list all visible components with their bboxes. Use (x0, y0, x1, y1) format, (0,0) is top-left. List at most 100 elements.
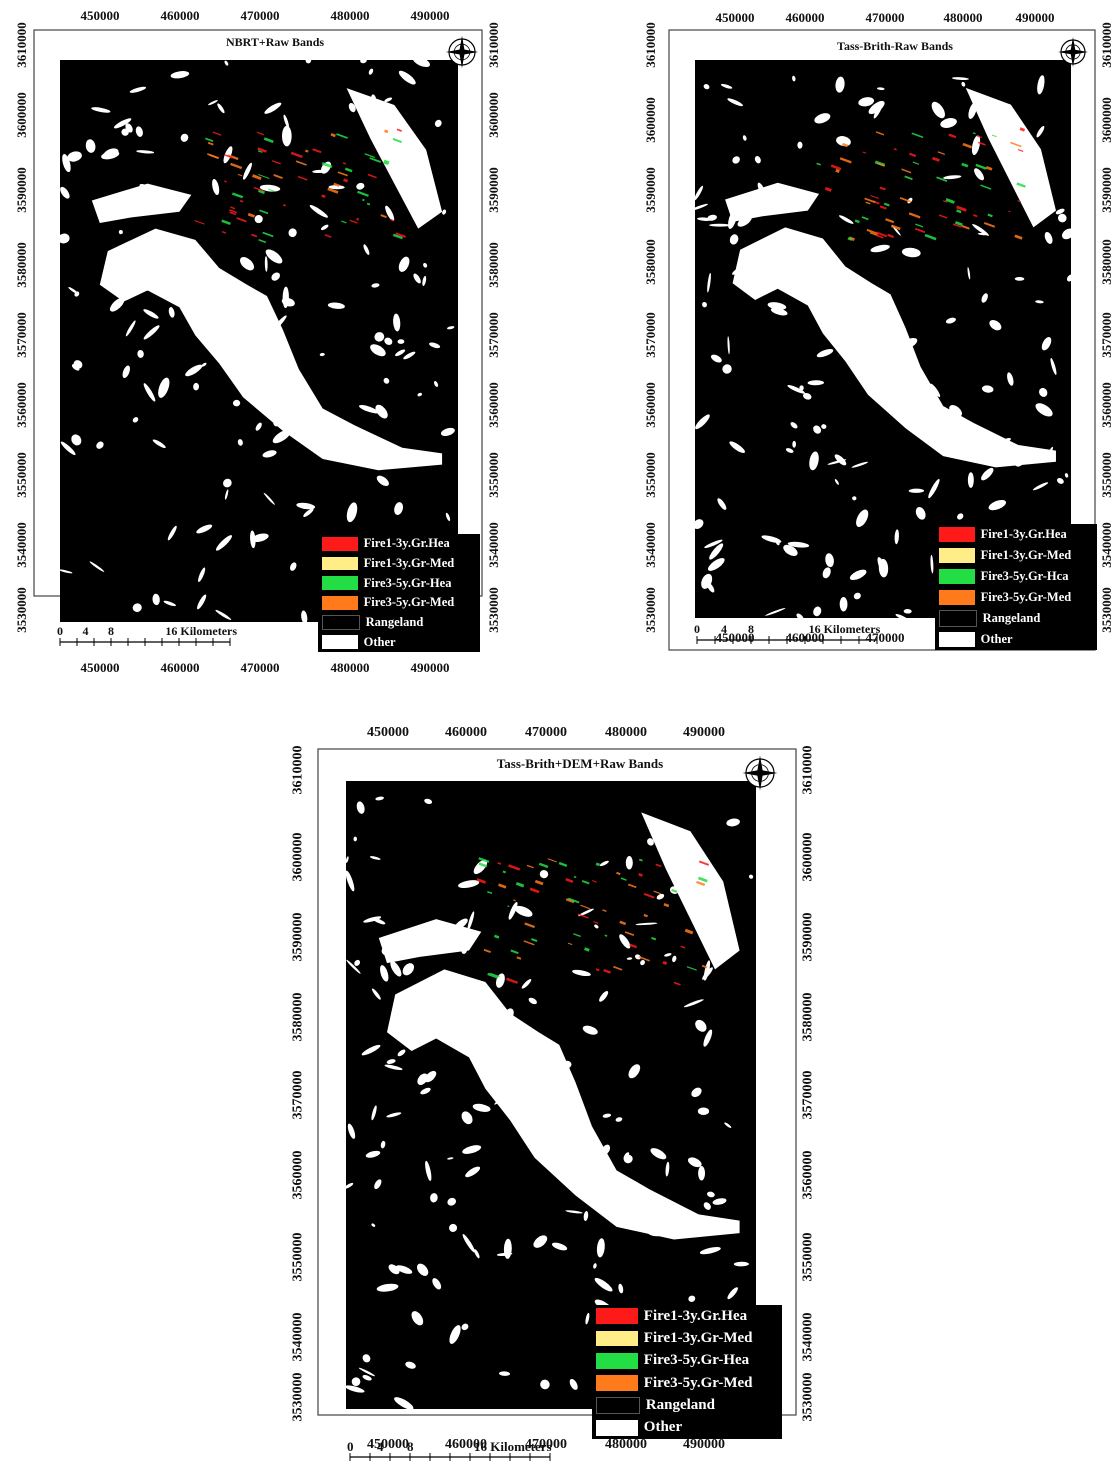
y-tick-label-left: 3610000 (13, 22, 29, 68)
y-tick-label-left: 3540000 (642, 522, 658, 568)
legend-item: Fire3-5y.Gr-Med (318, 593, 454, 613)
legend-item: Fire3-5y.Gr-Hea (318, 573, 451, 593)
map-frame (317, 748, 797, 1416)
x-tick-label-top: 480000 (943, 10, 983, 25)
scale-bar-tick-label: 4 (721, 622, 727, 636)
legend-item: Fire1-3y.Gr-Med (318, 554, 454, 574)
scale-bar-unit-label: 16 Kilometers (474, 1439, 552, 1454)
y-tick-label-right: 3600000 (800, 832, 815, 882)
scale-bar-unit-label: 16 Kilometers (808, 622, 881, 636)
legend-label: Fire3-5y.Gr-Med (980, 590, 1072, 604)
y-tick-label-right: 3550000 (485, 452, 501, 498)
legend-item: Rangeland (318, 613, 423, 633)
scale-bar (696, 636, 878, 644)
y-tick-label-right: 3530000 (800, 1372, 815, 1422)
legend-swatch (939, 590, 975, 605)
fire-class-patches (816, 127, 1026, 242)
scale-bar-tick-label: 4 (82, 624, 89, 638)
y-tick-label-left: 3560000 (13, 382, 29, 428)
compass-rose-icon (445, 35, 479, 69)
y-tick-label-left: 3600000 (642, 97, 658, 143)
legend-item: Fire1-3y.Gr-Med (592, 1327, 753, 1349)
legend-label: Fire3-5y.Gr-Hea (643, 1352, 750, 1369)
y-tick-label-left: 3590000 (290, 912, 305, 962)
y-tick-label-right: 3570000 (485, 312, 501, 358)
x-tick-label-bottom: 450000 (715, 630, 755, 645)
map-panel-tass-brith-dem: 450000 460000 470000 480000 490000 450000 4600… (290, 725, 815, 1461)
x-tick-label-top: 480000 (605, 725, 647, 740)
y-tick-label-left: 3610000 (290, 745, 305, 795)
x-tick-label-bottom: 470000 (525, 1437, 567, 1452)
y-tick-label-left: 3560000 (642, 382, 658, 428)
y-tick-label-left: 3530000 (642, 587, 658, 633)
other-class-areas (690, 75, 1075, 622)
map-panel-nbrt: 450000 460000 470000 480000 490000 450000 4600… (14, 0, 501, 690)
legend-label: Rangeland (645, 1396, 715, 1413)
legend-swatch (596, 1396, 640, 1415)
legend-item: Fire3-5y.Gr-Hca (935, 566, 1068, 587)
x-tick-label-top: 450000 (367, 725, 409, 740)
legend-swatch (939, 610, 977, 627)
y-tick-label-right: 3580000 (485, 242, 501, 288)
y-tick-label-left: 3560000 (290, 1150, 305, 1200)
legend-label: Other (363, 634, 396, 649)
map-svg (317, 748, 797, 1461)
y-tick-label-right: 3530000 (485, 587, 501, 633)
map-panel-tass-brith: 450000 460000 470000 480000 490000 450000 4600… (642, 0, 1114, 690)
legend-item: Fire1-3y.Gr.Hea (592, 1305, 747, 1327)
x-tick-label-bottom: 460000 (445, 1437, 487, 1452)
x-tick-label-bottom: 480000 (330, 660, 370, 675)
legend-swatch (939, 527, 975, 542)
y-tick-label-right: 3600000 (485, 92, 501, 138)
x-tick-label-top: 460000 (445, 725, 487, 740)
x-tick-label-top: 470000 (865, 10, 905, 25)
legend-swatch (939, 569, 975, 584)
x-tick-label-top: 450000 (715, 10, 755, 25)
legend-item: Fire1-3y.Gr.Hea (318, 534, 450, 554)
legend-item: Rangeland (935, 608, 1040, 629)
x-tick-label-bottom: 480000 (605, 1437, 647, 1452)
x-tick-label-bottom: 450000 (80, 660, 120, 675)
y-tick-label-left: 3550000 (642, 452, 658, 498)
legend-label: Fire3-5y.Gr-Hca (980, 569, 1069, 583)
scale-bar-tick-label: 0 (57, 624, 63, 638)
y-tick-label-right: 3540000 (485, 522, 501, 568)
legend-item: Fire3-5y.Gr-Hea (592, 1350, 749, 1372)
legend-item: Fire1-3y.Gr-Med (935, 545, 1071, 566)
legend: Fire1-3y.Gr.Hea Fire1-3y.Gr-Med Fire3-5y.G… (318, 534, 480, 652)
y-tick-label-left: 3550000 (13, 452, 29, 498)
y-tick-label-left: 3570000 (13, 312, 29, 358)
legend-label: Other (980, 632, 1013, 646)
y-tick-label-left: 3580000 (290, 992, 305, 1042)
legend-item: Fire3-5y.Gr-Med (592, 1372, 753, 1394)
y-tick-label-left: 3540000 (290, 1312, 305, 1362)
y-tick-label-right: 3550000 (800, 1232, 815, 1282)
legend: Fire1-3y.Gr.Hea Fire1-3y.Gr-Med Fire3-5y.G… (935, 524, 1097, 650)
legend-label: Other (643, 1419, 683, 1436)
scale-bar-unit-label: 16 Kilometers (165, 624, 238, 638)
y-tick-label-right: 3600000 (1098, 97, 1114, 143)
map-title: Tass-Brith-Raw Bands (837, 39, 953, 53)
legend-swatch (596, 1330, 638, 1347)
legend-label: Rangeland (365, 614, 424, 629)
y-tick-label-left: 3600000 (13, 92, 29, 138)
legend-label: Fire1-3y.Gr.Hea (643, 1307, 748, 1324)
y-tick-label-right: 3570000 (1098, 312, 1114, 358)
y-tick-label-right: 3590000 (800, 912, 815, 962)
y-tick-label-right: 3560000 (485, 382, 501, 428)
legend-swatch (596, 1353, 638, 1369)
x-tick-label-top: 450000 (80, 8, 120, 23)
y-tick-label-right: 3550000 (1098, 452, 1114, 498)
scale-bar (59, 638, 231, 646)
y-tick-label-right: 3590000 (485, 167, 501, 213)
scale-bar-tick-label: 8 (748, 622, 754, 636)
legend-label: Fire3-5y.Gr-Hea (363, 575, 452, 590)
legend-swatch (322, 595, 358, 610)
x-tick-label-top: 490000 (1015, 10, 1055, 25)
y-tick-label-left: 3600000 (290, 832, 305, 882)
legend-item: Fire1-3y.Gr.Hea (935, 524, 1067, 545)
y-tick-label-right: 3580000 (1098, 239, 1114, 285)
legend-label: Fire1-3y.Gr.Hea (363, 536, 450, 551)
legend-label: Fire3-5y.Gr-Med (363, 595, 455, 610)
legend-label: Fire1-3y.Gr.Hea (980, 527, 1067, 541)
